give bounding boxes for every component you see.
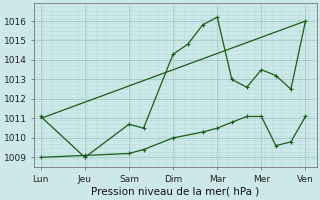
X-axis label: Pression niveau de la mer( hPa ): Pression niveau de la mer( hPa ) [91, 187, 260, 197]
